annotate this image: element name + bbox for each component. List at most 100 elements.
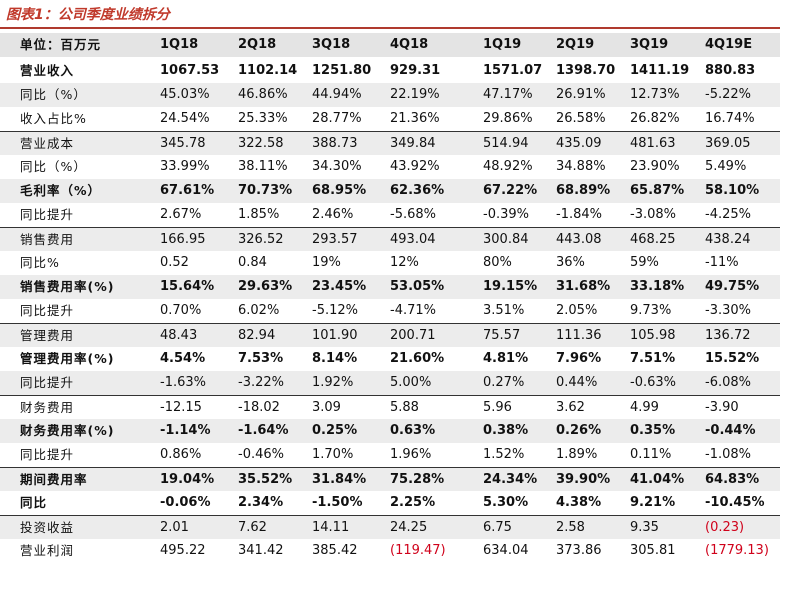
table-cell: 59%: [630, 255, 659, 270]
table-cell: 26.58%: [556, 111, 606, 126]
table-cell: 68.89%: [556, 183, 611, 198]
table-cell: -3.90: [705, 400, 739, 415]
table-cell: 2.46%: [312, 207, 354, 222]
table-cell: 45.03%: [160, 87, 210, 102]
table-cell: 5.88: [390, 400, 419, 415]
table-cell: 1102.14: [238, 63, 298, 78]
column-header: 1Q18: [160, 37, 199, 52]
table-cell: 435.09: [556, 136, 602, 151]
table-cell: 0.63%: [390, 423, 436, 438]
table-cell: 34.30%: [312, 159, 362, 174]
table-cell: 349.84: [390, 136, 436, 151]
table-cell: 0.70%: [160, 303, 202, 318]
table-cell: 0.11%: [630, 447, 672, 462]
table-row: 期间费用率 19.04% 35.52% 31.84% 75.28% 24.34% 39.90…: [0, 467, 780, 491]
table-row: 同比% 0.52 0.84 19% 12% 80% 36% 59% -11%: [0, 251, 780, 275]
table-cell: -1.84%: [556, 207, 602, 222]
table-row: 管理费用率(%) 4.54% 7.53% 8.14% 21.60% 4.81% 7.96% 7…: [0, 347, 780, 371]
table-row: 管理费用 48.43 82.94 101.90 200.71 75.57 111.36 105…: [0, 323, 780, 347]
table-cell: -4.25%: [705, 207, 751, 222]
table-row: 营业收入 1067.53 1102.14 1251.80 929.31 1571.07 13…: [0, 59, 780, 83]
table-cell: 373.86: [556, 543, 602, 558]
column-header: 3Q19: [630, 37, 669, 52]
table-cell: 2.58: [556, 520, 585, 535]
row-label: 营业收入: [20, 63, 75, 78]
table-cell: 7.96%: [556, 351, 602, 366]
table-cell: 305.81: [630, 543, 676, 558]
table-cell: 35.52%: [238, 472, 293, 487]
header-row: 单位：百万元 1Q18 2Q18 3Q18 4Q18 1Q19 2Q19 3Q19 4Q19E: [0, 33, 780, 57]
table-cell: 0.26%: [556, 423, 602, 438]
table-cell: 29.63%: [238, 279, 293, 294]
table-row: 同比 -0.06% 2.34% -1.50% 2.25% 5.30% 4.38% 9.21% -…: [0, 491, 780, 515]
table-cell: (1779.13): [705, 543, 769, 558]
table-cell: 5.00%: [390, 375, 432, 390]
table-cell: 2.05%: [556, 303, 598, 318]
table-cell: 1067.53: [160, 63, 220, 78]
row-label: 财务费用率(%): [20, 423, 115, 438]
table-cell: -0.06%: [160, 495, 211, 510]
table-row: 收入占比% 24.54% 25.33% 28.77% 21.36% 29.86% 26.58…: [0, 107, 780, 131]
table-cell: 4.99: [630, 400, 659, 415]
table-cell: 48.43: [160, 328, 198, 343]
table-cell: 388.73: [312, 136, 358, 151]
table-cell: 2.34%: [238, 495, 284, 510]
table-cell: 5.30%: [483, 495, 529, 510]
row-label: 同比: [20, 495, 48, 510]
table-cell: -5.22%: [705, 87, 751, 102]
table-cell: 634.04: [483, 543, 529, 558]
table-cell: 105.98: [630, 328, 676, 343]
table-cell: 70.73%: [238, 183, 293, 198]
table-cell: 31.84%: [312, 472, 367, 487]
row-label: 投资收益: [20, 520, 75, 535]
table-cell: 65.87%: [630, 183, 685, 198]
table-cell: -0.63%: [630, 375, 676, 390]
row-label: 同比提升: [20, 207, 75, 222]
table-cell: 25.33%: [238, 111, 288, 126]
row-label: 销售费用率(%): [20, 279, 115, 294]
table-row: 销售费用率(%) 15.64% 29.63% 23.45% 53.05% 19.15% 31…: [0, 275, 780, 299]
table-cell: 34.88%: [556, 159, 606, 174]
table-cell: 0.27%: [483, 375, 525, 390]
column-header: 1Q19: [483, 37, 522, 52]
table-cell: 44.94%: [312, 87, 362, 102]
table-cell: 19.15%: [483, 279, 538, 294]
table-cell: 4.54%: [160, 351, 206, 366]
table-cell: 1.96%: [390, 447, 432, 462]
table-row: 同比提升 2.67% 1.85% 2.46% -5.68% -0.39% -1.84% -3.…: [0, 203, 780, 227]
table-cell: 468.25: [630, 232, 676, 247]
row-label: 财务费用: [20, 400, 75, 415]
table-cell: -5.68%: [390, 207, 436, 222]
table-cell: 4.81%: [483, 351, 529, 366]
row-label: 营业成本: [20, 136, 75, 151]
table-cell: 7.51%: [630, 351, 676, 366]
table-cell: 495.22: [160, 543, 206, 558]
table-cell: 53.05%: [390, 279, 445, 294]
table-cell: -0.44%: [705, 423, 756, 438]
table-cell: 880.83: [705, 63, 756, 78]
row-label: 收入占比%: [20, 111, 87, 126]
table-cell: 68.95%: [312, 183, 367, 198]
table-cell: 4.38%: [556, 495, 602, 510]
row-label: 同比提升: [20, 375, 75, 390]
table-cell: 36%: [556, 255, 585, 270]
table-cell: 2.67%: [160, 207, 202, 222]
table-cell: 24.25: [390, 520, 428, 535]
table-cell: 14.11: [312, 520, 350, 535]
table-cell: 3.09: [312, 400, 341, 415]
table-cell: 49.75%: [705, 279, 760, 294]
table-cell: -1.64%: [238, 423, 289, 438]
table-cell: -12.15: [160, 400, 202, 415]
table-cell: 12%: [390, 255, 419, 270]
table-cell: 21.36%: [390, 111, 440, 126]
table-cell: 0.44%: [556, 375, 598, 390]
table-cell: 0.35%: [630, 423, 676, 438]
table-cell: 80%: [483, 255, 512, 270]
table-cell: 3.51%: [483, 303, 525, 318]
table-cell: 33.99%: [160, 159, 210, 174]
table-cell: 1.89%: [556, 447, 598, 462]
table-cell: 9.73%: [630, 303, 672, 318]
table-cell: 19%: [312, 255, 341, 270]
table-cell: 7.53%: [238, 351, 284, 366]
